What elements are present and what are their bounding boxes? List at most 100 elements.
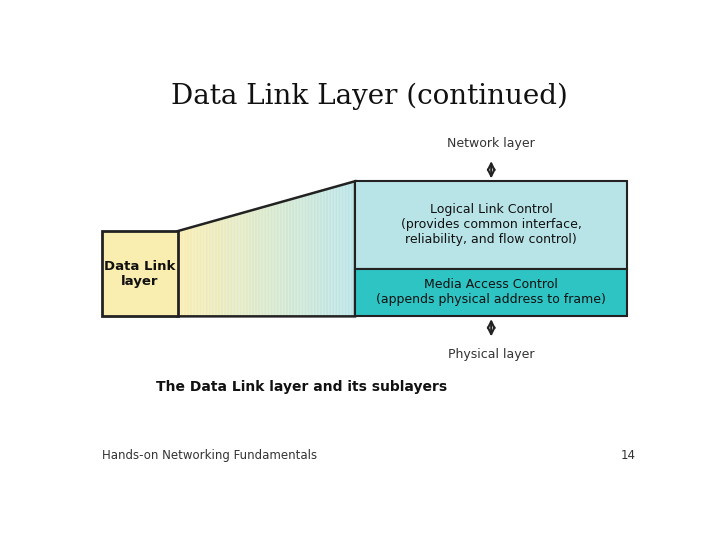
Polygon shape (198, 225, 199, 316)
Polygon shape (331, 187, 333, 316)
Polygon shape (228, 217, 230, 316)
Polygon shape (289, 199, 290, 316)
Polygon shape (349, 183, 351, 316)
Polygon shape (182, 230, 184, 316)
Polygon shape (248, 211, 250, 316)
Polygon shape (206, 223, 207, 316)
Text: Network layer: Network layer (447, 137, 535, 150)
Polygon shape (212, 221, 213, 316)
Polygon shape (234, 215, 235, 316)
Polygon shape (178, 231, 179, 316)
Polygon shape (321, 191, 323, 316)
Polygon shape (346, 183, 348, 316)
Polygon shape (213, 221, 215, 316)
Bar (355, 268, 627, 316)
Polygon shape (268, 205, 269, 316)
Polygon shape (253, 210, 254, 316)
Text: 14: 14 (621, 449, 636, 462)
Polygon shape (207, 222, 209, 316)
Polygon shape (186, 228, 188, 316)
Polygon shape (274, 204, 275, 316)
Polygon shape (216, 220, 217, 316)
Polygon shape (179, 230, 181, 316)
Polygon shape (345, 184, 346, 316)
Polygon shape (189, 227, 191, 316)
Polygon shape (305, 195, 306, 316)
Polygon shape (230, 216, 231, 316)
Polygon shape (296, 198, 297, 316)
Polygon shape (240, 213, 241, 316)
Polygon shape (286, 200, 287, 316)
Polygon shape (250, 210, 251, 316)
Polygon shape (325, 189, 327, 316)
Polygon shape (290, 199, 292, 316)
Polygon shape (194, 226, 195, 316)
Bar (355, 181, 627, 268)
Polygon shape (293, 198, 294, 316)
Polygon shape (328, 188, 330, 316)
Polygon shape (294, 198, 296, 316)
Polygon shape (243, 212, 244, 316)
Polygon shape (351, 182, 352, 316)
Polygon shape (195, 226, 197, 316)
Polygon shape (309, 194, 311, 316)
Polygon shape (276, 203, 278, 316)
Polygon shape (254, 209, 256, 316)
Polygon shape (210, 221, 212, 316)
Polygon shape (352, 181, 354, 316)
Polygon shape (314, 192, 315, 316)
Polygon shape (238, 214, 240, 316)
Polygon shape (246, 212, 247, 316)
Polygon shape (261, 207, 262, 316)
Polygon shape (297, 197, 299, 316)
Polygon shape (202, 224, 203, 316)
Text: Physical layer: Physical layer (448, 348, 534, 361)
Polygon shape (215, 220, 216, 316)
Polygon shape (203, 224, 204, 316)
Polygon shape (315, 192, 317, 316)
Polygon shape (247, 211, 248, 316)
Polygon shape (281, 201, 282, 316)
Polygon shape (251, 210, 253, 316)
Polygon shape (287, 200, 289, 316)
Polygon shape (223, 218, 225, 316)
Polygon shape (264, 207, 265, 316)
Polygon shape (188, 228, 189, 316)
Polygon shape (320, 191, 321, 316)
Polygon shape (311, 193, 312, 316)
Text: Media Access Control
(appends physical address to frame): Media Access Control (appends physical a… (377, 279, 606, 307)
Polygon shape (333, 187, 334, 316)
Polygon shape (237, 214, 238, 316)
Polygon shape (341, 185, 342, 316)
Polygon shape (336, 186, 337, 316)
Text: Data Link Layer (continued): Data Link Layer (continued) (171, 82, 567, 110)
Polygon shape (334, 187, 336, 316)
Polygon shape (231, 216, 233, 316)
Polygon shape (323, 190, 324, 316)
Polygon shape (282, 201, 284, 316)
Polygon shape (343, 184, 345, 316)
Polygon shape (192, 227, 194, 316)
Polygon shape (330, 188, 331, 316)
Polygon shape (266, 206, 268, 316)
Polygon shape (278, 202, 279, 316)
Polygon shape (342, 185, 343, 316)
Polygon shape (317, 192, 318, 316)
Polygon shape (269, 205, 271, 316)
Polygon shape (197, 225, 198, 316)
Polygon shape (307, 194, 309, 316)
Polygon shape (303, 195, 305, 316)
Polygon shape (226, 217, 228, 316)
Polygon shape (348, 183, 349, 316)
Polygon shape (258, 208, 259, 316)
Polygon shape (259, 208, 261, 316)
Text: The Data Link layer and its sublayers: The Data Link layer and its sublayers (156, 380, 448, 394)
Polygon shape (337, 186, 339, 316)
Text: Hands-on Networking Fundamentals: Hands-on Networking Fundamentals (102, 449, 318, 462)
Text: Data Link
layer: Data Link layer (104, 260, 176, 288)
Bar (102, 231, 178, 316)
Polygon shape (312, 193, 314, 316)
Polygon shape (299, 197, 300, 316)
Polygon shape (241, 213, 243, 316)
Polygon shape (222, 218, 223, 316)
